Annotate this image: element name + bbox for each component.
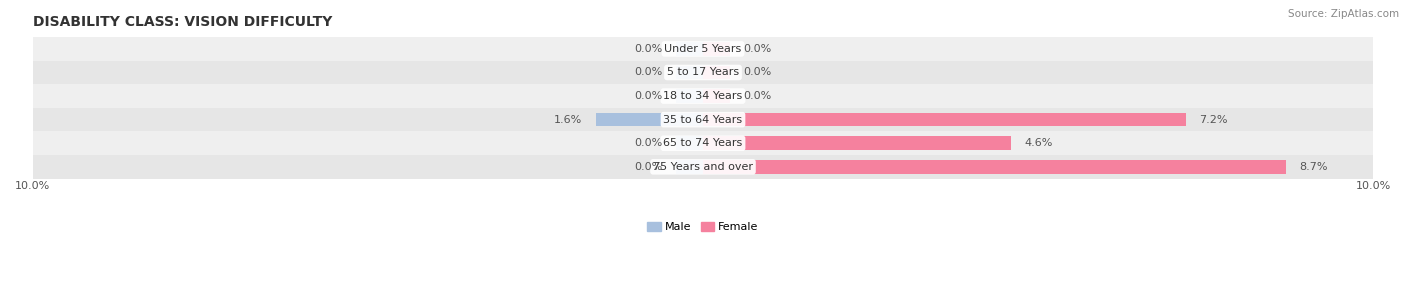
Bar xyxy=(32,84,1374,108)
Bar xyxy=(32,108,1374,131)
Bar xyxy=(703,113,1185,127)
Text: Under 5 Years: Under 5 Years xyxy=(665,44,741,54)
Text: DISABILITY CLASS: VISION DIFFICULTY: DISABILITY CLASS: VISION DIFFICULTY xyxy=(32,15,332,29)
Text: 75 Years and over: 75 Years and over xyxy=(652,162,754,172)
Bar xyxy=(676,160,703,174)
Bar xyxy=(703,160,1286,174)
Bar xyxy=(596,113,703,127)
Text: 0.0%: 0.0% xyxy=(744,91,772,101)
Text: 35 to 64 Years: 35 to 64 Years xyxy=(664,115,742,125)
Bar xyxy=(676,42,703,56)
Bar xyxy=(703,42,730,56)
Bar xyxy=(32,131,1374,155)
Bar xyxy=(676,89,703,103)
Text: 65 to 74 Years: 65 to 74 Years xyxy=(664,138,742,148)
Bar xyxy=(32,61,1374,84)
Bar xyxy=(32,155,1374,179)
Bar xyxy=(703,66,730,79)
Text: 7.2%: 7.2% xyxy=(1199,115,1227,125)
Text: 0.0%: 0.0% xyxy=(634,138,662,148)
Text: 4.6%: 4.6% xyxy=(1025,138,1053,148)
Bar xyxy=(676,66,703,79)
Text: 8.7%: 8.7% xyxy=(1299,162,1329,172)
Text: 5 to 17 Years: 5 to 17 Years xyxy=(666,67,740,77)
Bar xyxy=(703,136,1011,150)
Text: 0.0%: 0.0% xyxy=(744,67,772,77)
Bar xyxy=(703,89,730,103)
Text: 0.0%: 0.0% xyxy=(634,162,662,172)
Text: 18 to 34 Years: 18 to 34 Years xyxy=(664,91,742,101)
Bar xyxy=(676,136,703,150)
Text: 0.0%: 0.0% xyxy=(634,44,662,54)
Bar xyxy=(32,37,1374,61)
Text: 0.0%: 0.0% xyxy=(634,67,662,77)
Text: 1.6%: 1.6% xyxy=(554,115,582,125)
Text: 0.0%: 0.0% xyxy=(744,44,772,54)
Legend: Male, Female: Male, Female xyxy=(647,222,759,232)
Text: 0.0%: 0.0% xyxy=(634,91,662,101)
Text: Source: ZipAtlas.com: Source: ZipAtlas.com xyxy=(1288,9,1399,19)
